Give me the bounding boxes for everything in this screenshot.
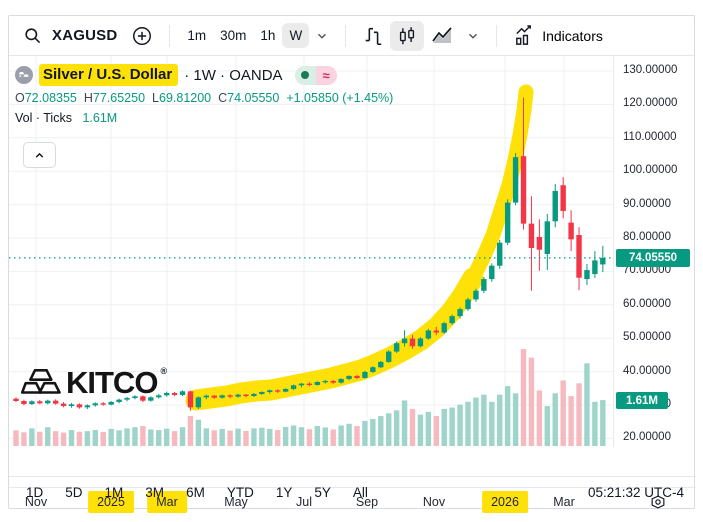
chart-type-bars-button[interactable] [356,21,390,51]
price-tick-label: 20.00000 [623,431,671,444]
high-label: H [83,91,93,105]
chart-area: KITCO ® 20.0000030.0000040.0000050.00000… [9,56,696,513]
candles-chart-icon [400,26,415,44]
price-tick-label: 40.00000 [623,364,671,377]
time-tick-label: Mar [553,495,575,509]
timeframe-30m-button[interactable]: 30m [213,23,253,48]
registered-mark: ® [160,366,168,376]
kitco-gold-bars-icon [21,369,61,394]
range-button-1d[interactable]: 1D [26,485,44,500]
range-button-all[interactable]: All [352,485,368,500]
volume-label: Vol · Ticks [15,111,72,125]
symbol-title[interactable]: Silver / U.S. Dollar [39,64,179,86]
timeframe-1m-button[interactable]: 1m [180,23,213,48]
time-tick-label: Nov [422,495,446,509]
price-tick-label: 50.00000 [623,331,671,344]
chevron-down-icon [318,33,327,39]
candles-layer [13,97,606,411]
indicators-icon [516,25,532,45]
bars-chart-icon [365,27,382,45]
time-tick-label: May [224,495,248,509]
chevron-down-icon [469,33,478,39]
timeframe-menu-button[interactable] [309,25,335,47]
symbol-legend: Silver / U.S. Dollar · 1W · OANDA ≈ O72.… [15,64,393,168]
toolbar-separator [169,24,171,47]
time-axis[interactable]: Nov 2025 Mar May Jul Sep Nov 2026 Mar [9,487,696,518]
chart-window: XAGUSD 1m 30m 1h W Indicators [8,15,696,513]
symbol-interval-exchange[interactable]: · 1W · OANDA [184,66,283,84]
toolbar-separator [345,24,347,47]
kitco-wordmark: KITCO [66,365,158,400]
timeframe-weekly-button[interactable]: W [282,23,310,48]
collapse-legend-button[interactable] [23,142,56,168]
range-button-6m[interactable]: 6M [186,485,205,500]
indicators-label: Indicators [542,27,603,44]
range-button-1m[interactable]: 1M [104,485,124,500]
chevron-up-icon [35,152,44,158]
kitco-watermark: KITCO ® [21,365,168,400]
chart-type-menu-button[interactable] [460,25,486,47]
date-range-buttons: 1D 5D 1M 3M 6M YTD 1Y 5Y All [19,481,375,504]
area-chart-icon [432,26,452,43]
change-value: +1.05850 (+1.45%) [286,91,394,105]
time-axis-settings-button[interactable] [649,493,667,516]
clock[interactable]: 05:21:32 UTC-4 [587,485,684,500]
time-tick-label: Jul [296,495,312,509]
symbol-name[interactable]: XAGUSD [52,27,118,44]
price-pane[interactable]: KITCO ® [9,56,613,447]
close-label: C [218,91,228,105]
price-tick-label: 70.00000 [623,264,671,277]
range-button-ytd[interactable]: YTD [226,485,254,500]
market-open-dot-icon [294,65,316,85]
open-value: 72.08355 [24,91,77,105]
bottom-toolbar: 1D 5D 1M 3M 6M YTD 1Y 5Y All 05:21:32 UTC-4 [9,476,696,508]
indicators-button[interactable]: Indicators [507,20,609,51]
price-tick-label: 80.00000 [623,231,671,243]
current-volume-badge: 1.61M [616,392,668,410]
open-label: O [15,91,25,105]
price-tick-label: 100.00000 [623,164,678,177]
high-value: 77.65250 [92,91,146,105]
time-tick-label: Sep [355,495,379,509]
volume-row: Vol · Ticks 1.61M [15,111,393,125]
time-tick-label: Mar [147,491,187,513]
search-icon [25,28,41,44]
close-value: 74.05550 [227,91,280,105]
low-label: L [152,91,159,105]
gear-icon [651,495,665,509]
current-price-badge: 74.05550 [616,248,690,267]
low-value: 69.81200 [159,91,212,105]
toolbar-separator [496,24,498,47]
symbol-logo-icon[interactable] [15,66,33,84]
highlighter-band-annotation [185,84,534,411]
compare-add-button[interactable] [125,21,159,51]
timeframe-1h-button[interactable]: 1h [253,23,282,48]
price-tick-label: 120.00000 [623,97,678,110]
chart-type-candles-button[interactable] [390,20,425,51]
price-axis[interactable]: 20.0000030.0000040.0000050.0000060.00000… [613,56,694,447]
time-tick-label: 2025 [88,491,134,513]
plus-circle-icon [133,26,152,45]
price-tick-label: 90.00000 [623,197,671,210]
top-toolbar: XAGUSD 1m 30m 1h W Indicators [9,16,694,56]
chart-type-area-button[interactable] [424,20,460,52]
range-button-3m[interactable]: 3M [145,485,165,500]
volume-value: 1.61M [82,111,118,125]
range-button-5y[interactable]: 5Y [314,485,331,500]
ohlc-row: O72.08355 H77.65250 L69.81200 C74.05550 … [15,91,393,105]
range-button-5d[interactable]: 5D [65,485,83,500]
time-tick-label: 2026 [482,491,528,513]
range-button-1y[interactable]: 1Y [275,485,293,500]
candlestick-chart[interactable] [9,56,613,447]
symbol-search-button[interactable] [17,22,48,49]
price-tick-label: 110.00000 [623,130,677,143]
price-tick-label: 130.00000 [623,64,678,76]
price-tick-label: 60.00000 [623,297,671,310]
time-tick-label: Nov [24,495,48,509]
volume-bars-layer [13,349,606,446]
symbol-status-pill: ≈ [294,65,337,85]
synthetic-data-icon: ≈ [315,65,337,85]
